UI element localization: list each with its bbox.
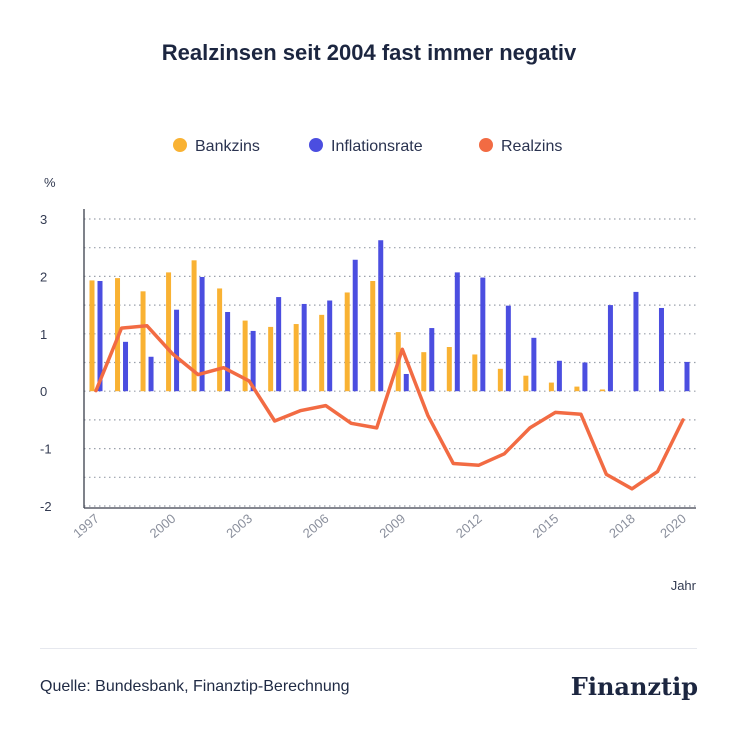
y-tick-label: 1: [40, 327, 47, 342]
bar-inflationsrate-2001: [199, 276, 205, 392]
bar-bankzins-1997: [89, 280, 95, 392]
chart-axes: [83, 209, 696, 509]
bar-inflationsrate-2016: [582, 362, 588, 392]
x-tick-label: 2015: [530, 511, 562, 541]
bar-inflationsrate-1997: [97, 280, 103, 392]
x-tick-label: 2000: [147, 511, 179, 541]
bar-inflationsrate-2005: [301, 303, 307, 392]
bar-inflationsrate-2008: [378, 240, 384, 392]
bar-bankzins-2008: [370, 280, 376, 392]
bar-bankzins-2002: [217, 288, 223, 392]
x-tick-label: 2012: [453, 511, 485, 541]
legend-label-2: Realzins: [501, 138, 562, 155]
legend-label-0: Bankzins: [195, 138, 260, 155]
bar-bankzins-2010: [421, 352, 427, 392]
bar-bankzins-2015: [548, 382, 554, 392]
bar-inflationsrate-2004: [276, 297, 282, 392]
y-tick-label: 3: [40, 212, 47, 227]
bar-inflationsrate-2019: [658, 307, 664, 392]
bar-bankzins-2016: [574, 386, 580, 392]
x-axis-title: Jahr: [671, 578, 697, 593]
bar-inflationsrate-2012: [480, 277, 486, 392]
y-tick-label: 0: [40, 384, 47, 399]
chart-legend: Bankzins Inflationsrate Realzins: [173, 138, 562, 155]
x-tick-label: 2009: [376, 511, 408, 541]
y-axis-unit: %: [44, 175, 56, 190]
bar-bankzins-2014: [523, 375, 529, 392]
bar-inflationsrate-2009: [403, 373, 409, 392]
x-tick-label: 2006: [300, 511, 332, 541]
legend-label-1: Inflationsrate: [331, 138, 423, 155]
bar-bankzins-2004: [268, 326, 274, 392]
bar-bankzins-2017: [599, 389, 605, 392]
x-tick-label: 2003: [223, 511, 255, 541]
x-tick-label: 1997: [70, 511, 102, 541]
x-tick-label: 2018: [606, 511, 638, 541]
bar-inflationsrate-2006: [327, 300, 333, 392]
bar-bankzins-2012: [472, 354, 478, 392]
bar-inflationsrate-2000: [174, 309, 180, 392]
bar-inflationsrate-2015: [556, 360, 562, 392]
legend-marker-1: [309, 138, 323, 152]
brand-logo: Finanztip: [570, 672, 698, 701]
bar-inflationsrate-2017: [607, 305, 613, 392]
bar-inflationsrate-2011: [454, 272, 460, 392]
source-note: Quelle: Bundesbank, Finanztip-Berechnung: [40, 678, 350, 695]
line-realzins: [94, 324, 685, 491]
bar-inflationsrate-2003: [250, 330, 256, 392]
legend-marker-2: [479, 138, 493, 152]
bar-bankzins-2011: [446, 347, 452, 392]
bar-bankzins-2003: [242, 320, 248, 392]
bar-inflationsrate-2020: [684, 361, 690, 392]
bar-bankzins-2013: [497, 368, 503, 392]
bar-bankzins-2000: [166, 272, 172, 392]
bar-bankzins-1999: [140, 291, 146, 392]
bar-inflationsrate-2014: [531, 337, 537, 392]
bar-inflationsrate-2013: [505, 305, 511, 392]
bar-bankzins-2005: [293, 324, 299, 392]
chart-gridlines: [84, 218, 696, 507]
bar-inflationsrate-2002: [225, 311, 231, 392]
bar-bankzins-2001: [191, 260, 197, 392]
legend-marker-0: [173, 138, 187, 152]
chart-bars: [89, 240, 690, 392]
bar-inflationsrate-1999: [148, 356, 154, 392]
bar-bankzins-2006: [319, 314, 325, 392]
y-tick-label: 2: [40, 269, 47, 284]
bar-inflationsrate-1998: [123, 341, 129, 392]
y-tick-label: -2: [40, 499, 52, 514]
chart-title: Realzinsen seit 2004 fast immer negativ: [161, 40, 577, 65]
x-tick-label: 2020: [657, 511, 689, 541]
bar-inflationsrate-2010: [429, 328, 435, 392]
chart-labels: % 3 2 1 0 -1 -2 1997 2000 2003 2006 2009 2012 2015 201…: [40, 175, 697, 593]
footer-divider: [40, 648, 697, 649]
bar-bankzins-2007: [344, 292, 350, 392]
y-tick-label: -1: [40, 442, 52, 457]
bar-inflationsrate-2018: [633, 291, 639, 392]
chart-line: [94, 324, 685, 491]
bar-inflationsrate-2007: [352, 259, 358, 392]
